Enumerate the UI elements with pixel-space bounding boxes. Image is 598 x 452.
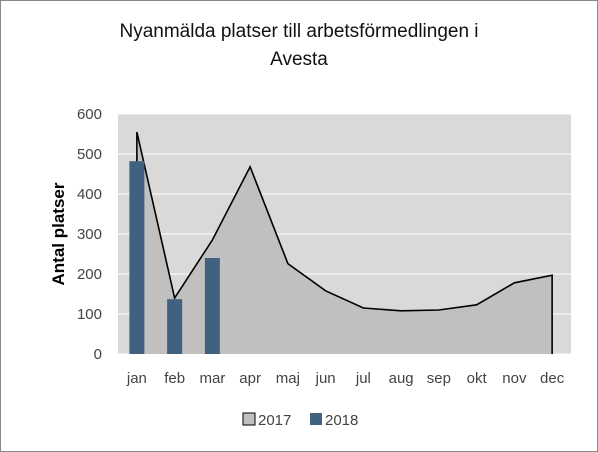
x-tick-label-apr: apr (239, 370, 261, 387)
y-tick-label-300: 300 (77, 226, 102, 243)
x-tick-label-jan: jan (126, 370, 147, 387)
area-fill-2017 (136, 132, 553, 354)
y-tick-label-100: 100 (77, 306, 102, 323)
x-axis-ticks: jan feb mar apr maj jun jul aug sep okt nov dec (126, 370, 565, 387)
y-axis-ticks: 0 100 200 300 400 500 600 (77, 106, 102, 363)
legend: 2017 2018 (242, 412, 358, 429)
bar-2018-mar (204, 258, 220, 354)
legend-label-2018: 2018 (325, 412, 358, 429)
legend-swatch-2018 (310, 413, 322, 425)
x-tick-label-aug: aug (389, 370, 414, 387)
x-tick-label-jul: jul (355, 370, 371, 387)
bar-2018-feb (167, 299, 183, 354)
x-tick-label-dec: dec (540, 370, 565, 387)
x-tick-label-maj: maj (276, 370, 300, 387)
y-tick-label-400: 400 (77, 186, 102, 203)
chart-title: Nyanmälda platser till arbetsförmedlinge… (0, 18, 598, 74)
series-2018 (129, 161, 220, 354)
y-tick-label-200: 200 (77, 266, 102, 283)
x-tick-label-nov: nov (502, 370, 527, 387)
y-axis-label: Antal platser (49, 182, 68, 285)
series-2017 (136, 131, 553, 354)
x-tick-label-sep: sep (427, 370, 451, 387)
y-tick-label-0: 0 (94, 346, 102, 363)
area-line-2017 (136, 131, 553, 354)
chart-title-line1: Nyanmälda platser till arbetsförmedlinge… (119, 21, 479, 42)
x-tick-label-feb: feb (164, 370, 185, 387)
x-tick-label-jun: jun (315, 370, 336, 387)
legend-swatch-2017 (242, 412, 256, 426)
bar-2018-jan (129, 161, 145, 354)
legend-label-2017: 2017 (258, 412, 291, 429)
y-tick-label-600: 600 (77, 106, 102, 123)
y-tick-label-500: 500 (77, 146, 102, 163)
chart-title-line2: Avesta (270, 49, 328, 70)
x-tick-label-mar: mar (199, 370, 225, 387)
x-tick-label-okt: okt (467, 370, 488, 387)
